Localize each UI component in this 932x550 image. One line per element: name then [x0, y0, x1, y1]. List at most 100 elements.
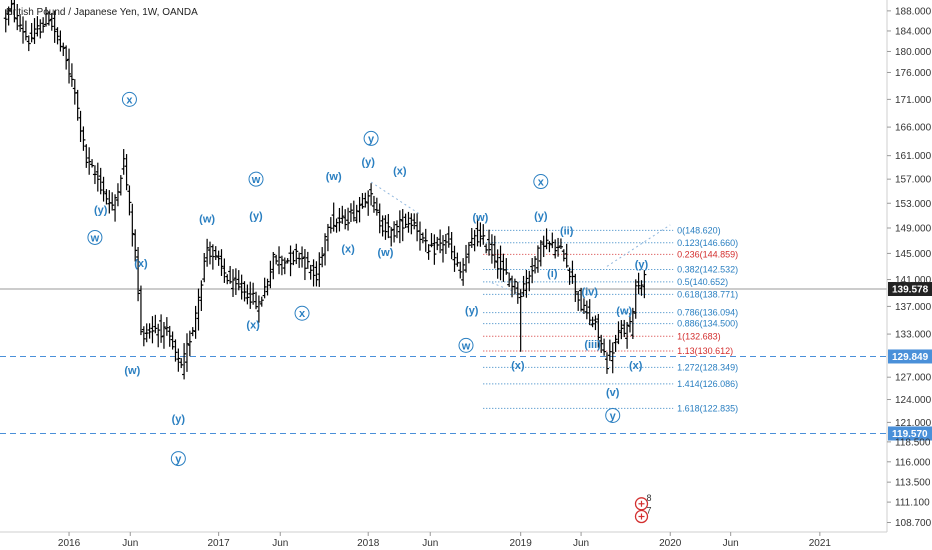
ohlc-bar [153, 314, 158, 334]
ohlc-bar [524, 269, 529, 298]
ohlc-bar [561, 249, 566, 262]
last-price-label: 139.578 [892, 284, 929, 295]
ohlc-bar [512, 278, 517, 295]
ohlc-bar [348, 203, 353, 223]
ohlc-bar [190, 327, 195, 337]
fib-level-label: 1.272(128.349) [677, 362, 738, 372]
y-tick-label: 176.000 [895, 68, 932, 79]
ohlc-bar [369, 183, 374, 206]
ohlc-bar [547, 241, 552, 253]
ohlc-bar [23, 20, 28, 41]
wave-connector [491, 282, 524, 297]
wave-connector [370, 181, 421, 215]
ohlc-bar [564, 243, 569, 268]
wave-label: y [610, 410, 617, 422]
ohlc-bar [219, 249, 224, 276]
wave-label-circle [363, 130, 379, 146]
wave-label: w [251, 174, 261, 186]
ohlc-bar [446, 226, 451, 248]
y-tick-label: 133.000 [895, 330, 932, 341]
fib-level-label: 0.618(138.771) [677, 289, 738, 299]
ohlc-bar [15, 3, 20, 31]
ohlc-bar [417, 221, 422, 251]
fib-level-label: 1.414(126.086) [677, 379, 738, 389]
ohlc-bar [377, 203, 382, 234]
fib-level-label: 0.123(146.660) [677, 238, 738, 248]
ohlc-bar [202, 252, 207, 283]
wave-label: (x) [393, 165, 407, 177]
ohlc-bar [256, 295, 261, 323]
ohlc-bar [173, 339, 178, 362]
event-marker-count: 7 [646, 506, 651, 516]
ohlc-bar [366, 190, 371, 216]
ohlc-bar [610, 342, 615, 374]
wave-label: (y) [534, 211, 548, 223]
wave-label-circle [294, 305, 310, 321]
ohlc-bar [305, 251, 310, 269]
ohlc-bar [179, 358, 184, 369]
ohlc-bar [602, 338, 607, 356]
ohlc-bar [58, 30, 63, 52]
y-tick-label: 149.000 [895, 223, 932, 234]
ohlc-bar [340, 205, 345, 224]
ohlc-bar [495, 249, 500, 279]
ohlc-bar [35, 16, 40, 37]
ohlc-bar [584, 300, 589, 320]
ohlc-bar [604, 352, 609, 374]
ohlc-bar [242, 281, 247, 302]
wave-label: (x) [246, 319, 260, 331]
event-marker-icon[interactable] [634, 497, 649, 511]
ohlc-bar [576, 290, 581, 311]
ohlc-bar [449, 231, 454, 260]
ohlc-bar [518, 289, 523, 352]
chart-title: British Pound / Japanese Yen, 1W, OANDA [6, 7, 198, 18]
wave-label: (i) [547, 268, 558, 280]
ohlc-bar [481, 224, 486, 245]
wave-label: (w) [326, 171, 342, 183]
ohlc-bar [55, 27, 60, 45]
ohlc-bar [639, 280, 644, 296]
ohlc-bar [567, 267, 572, 285]
ohlc-bar [464, 244, 469, 273]
ohlc-bar [32, 18, 37, 44]
ohlc-bar [400, 209, 405, 242]
event-marker-icon[interactable] [634, 509, 649, 524]
ohlc-bar [415, 213, 420, 242]
ohlc-bar [466, 242, 471, 264]
ohlc-bar [9, 0, 14, 15]
y-tick-label: 171.000 [895, 95, 932, 106]
y-tick-label: 127.000 [895, 373, 932, 384]
ohlc-bar [259, 296, 264, 307]
ohlc-bar [133, 229, 138, 262]
ohlc-bar [619, 320, 624, 340]
ohlc-bar [622, 319, 627, 338]
ohlc-bar [374, 197, 379, 216]
wave-label-circle [605, 407, 621, 423]
ohlc-bar [127, 185, 132, 216]
ohlc-bar [225, 274, 230, 285]
fib-level-label: 0.5(140.652) [677, 277, 728, 287]
fib-level-label: 0.786(136.094) [677, 308, 738, 318]
ohlc-bar [311, 259, 316, 287]
ohlc-bar [69, 63, 74, 87]
wave-label: (y) [361, 156, 375, 168]
fib-level-label: 0(148.620) [677, 225, 721, 235]
y-tick-label: 118.500 [895, 437, 931, 448]
x-tick-label: 2019 [510, 538, 533, 549]
ohlc-bar [420, 232, 425, 244]
ohlc-bar [406, 211, 411, 233]
ohlc-bar [392, 221, 397, 243]
ohlc-bar [441, 235, 445, 263]
ohlc-bar [239, 274, 244, 300]
ohlc-bar [92, 165, 97, 185]
ohlc-bar [144, 323, 149, 343]
ohlc-bar [530, 258, 535, 284]
ohlc-bar [308, 264, 313, 280]
ohlc-bar [18, 15, 23, 32]
y-tick-label: 116.000 [895, 457, 931, 468]
y-tick-label: 157.000 [895, 175, 932, 186]
y-tick-label: 184.000 [895, 26, 932, 37]
ohlc-bar [49, 12, 54, 31]
